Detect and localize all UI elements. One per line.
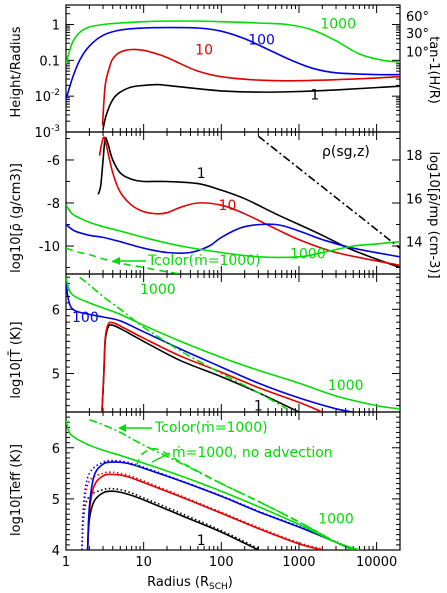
series-line-teff-1000 [66, 419, 360, 550]
series-line-teff-no-advection [135, 448, 337, 544]
extra-label-1000: 1000 [140, 282, 176, 298]
ytick-label-0: 10-3 [34, 124, 60, 141]
xlabel: Radius (RSCH) [147, 575, 233, 592]
series-line-height-1000 [66, 20, 400, 65]
right-tick-label-0: 30° [406, 27, 429, 42]
series-line-temp-Tcolor-1000- [79, 276, 288, 410]
series-label-density-10: 10 [219, 198, 237, 214]
series-label-teff-1: 1 [197, 533, 206, 549]
series-line-temp-1000 [66, 277, 400, 410]
series-group-temp [66, 276, 400, 412]
xtick-label-100: 100 [209, 555, 234, 570]
series-line-teff-1 [86, 490, 259, 550]
ytick-label-exp: -2 [51, 88, 60, 98]
series-line-temp-100 [66, 283, 354, 412]
series-line-density--sg-z- [257, 135, 400, 249]
plot-area: 1 10 100 1000 1000010.110-210-3-6-8-10656546… [34, 4, 429, 570]
ytick-label-base: 10 [34, 90, 51, 105]
annotation-tcolor-teff: Tcolor(ṁ=1000) [154, 420, 268, 436]
series-line-density-1000-dashed- [66, 247, 181, 274]
panel-frame-3 [65, 411, 401, 551]
ytick-label-2: 6 [52, 303, 60, 318]
series-line-height-10 [101, 48, 400, 126]
ytick-label-3: 6 [52, 442, 60, 457]
annotation-tcolor-temp: Tcolor(ṁ=1000) [147, 253, 261, 269]
series-line-teff-100 [86, 461, 354, 550]
right-tick-label-0: 10° [406, 46, 429, 61]
series-label-density-1000: 1000 [290, 247, 326, 263]
series-line-temp-10 [101, 321, 323, 412]
right-tick-label-1: 14 [406, 235, 423, 250]
ylabel-height: Height/Radius [9, 26, 24, 117]
series-label-density-1: 1 [197, 166, 206, 182]
series-line-teff-10-dotted- [81, 471, 323, 550]
xlabel-main: Radius (R [147, 575, 209, 590]
series-line-height-1 [102, 83, 400, 130]
xlabel-end: ) [228, 575, 233, 590]
ytick-label-1: -6 [47, 154, 60, 169]
xtick-label-10: 10 [135, 555, 152, 570]
series-label-height-100: 100 [248, 33, 275, 49]
xtick-label-10000: 10000 [356, 555, 397, 570]
xtick-label-1: 1 [62, 555, 70, 570]
ylabel-teff: log10[Teff (K)] [9, 444, 24, 536]
series-line-height-100 [66, 26, 400, 100]
annotation-no-advection: ṁ=1000, no advection [172, 445, 333, 461]
ytick-label-0: 1 [52, 18, 60, 33]
ytick-label-0: 0.1 [39, 54, 60, 69]
series-group-density [66, 135, 400, 274]
ytick-label-2: 5 [52, 367, 60, 382]
series-line-teff-100-dotted- [81, 459, 354, 550]
arrow-head-tcolor-teff [118, 424, 126, 432]
series-line-density-1000 [66, 204, 400, 259]
ytick-label-exp: -3 [51, 124, 60, 134]
series-label-temp-1000: 1000 [328, 378, 364, 394]
ytick-label-1: -10 [39, 240, 60, 255]
series-label-teff-1000: 1000 [318, 511, 354, 527]
series-line-teff-10 [86, 473, 323, 550]
right-tick-label-1: 18 [406, 149, 423, 164]
annotation-rho-sg: ρ(sg,z) [322, 144, 370, 160]
extra-label-100: 100 [72, 310, 99, 326]
right-label-height: tan-1(H/R) [426, 36, 441, 104]
series-label-temp-1: 1 [254, 399, 263, 415]
xtick-label-1000: 1000 [282, 555, 315, 570]
series-line-teff-1-dotted- [81, 487, 259, 550]
series-line-teff-Tcolor-1000- [89, 418, 354, 550]
ytick-label-0: 10-2 [34, 88, 60, 105]
series-group-teff [66, 418, 360, 550]
ylabel-density: log10[ρ̄ (g/cm3)] [9, 163, 24, 273]
right-label-density: log10[ρ̄/mp (cm-3)] [426, 151, 441, 278]
ylabel-temp: log10[T̄ (K)] [9, 321, 24, 398]
xlabel-sub: SCH [209, 582, 228, 592]
series-label-height-10: 10 [195, 43, 213, 59]
arrow-no-advection [151, 452, 171, 463]
labels-layer: Height/Radius tan-1(H/R) log10[ρ̄ (g/cm3… [9, 26, 441, 592]
arrow-head-tcolor-temp [112, 257, 120, 265]
ytick-label-1: -8 [47, 197, 60, 212]
series-label-height-1: 1 [310, 88, 319, 104]
series-group-height [66, 20, 400, 130]
ytick-label-3: 4 [52, 544, 60, 559]
ytick-label-base: 10 [34, 126, 51, 141]
ytick-label-3: 5 [52, 493, 60, 508]
series-label-height-1000: 1000 [320, 17, 356, 33]
right-tick-label-1: 16 [406, 192, 423, 207]
series-line-density-10 [98, 136, 400, 267]
right-tick-label-0: 60° [406, 10, 429, 25]
